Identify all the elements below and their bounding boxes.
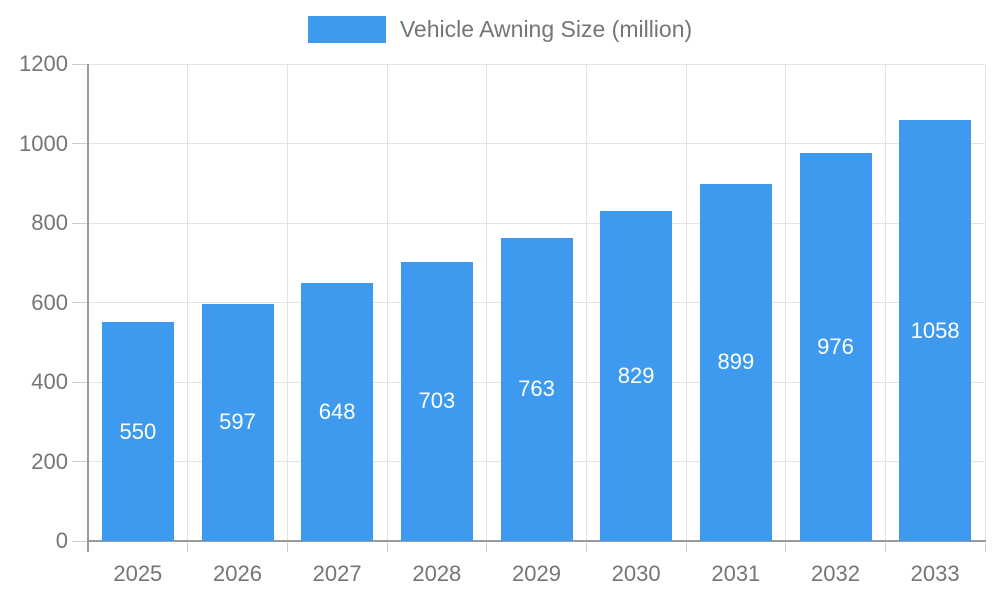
y-tick-label: 800 <box>31 210 68 235</box>
bar-value-label: 648 <box>318 399 356 425</box>
bar-value-label: 550 <box>119 418 157 444</box>
y-tick-mark <box>72 63 88 65</box>
legend-label: Vehicle Awning Size (million) <box>399 16 693 42</box>
bar[interactable] <box>500 237 573 541</box>
y-tick-label: 200 <box>31 448 68 474</box>
y-tick-label: 1000 <box>19 130 68 156</box>
y-tick-mark <box>72 381 88 383</box>
y-axis-line <box>87 64 89 552</box>
x-tick-mark <box>386 543 388 552</box>
x-tick-mark <box>984 543 986 552</box>
bar[interactable] <box>101 322 174 541</box>
bar[interactable] <box>799 153 872 541</box>
v-gridline <box>187 64 189 541</box>
x-tick-label[interactable]: 2031 <box>711 561 761 586</box>
x-tick-mark <box>685 543 687 552</box>
h-gridline <box>80 63 985 65</box>
y-tick-mark <box>72 222 88 224</box>
bar[interactable] <box>600 211 673 541</box>
h-gridline <box>80 222 985 224</box>
v-gridline <box>486 64 488 541</box>
h-gridline <box>80 143 985 144</box>
y-tick-label: 600 <box>31 289 68 315</box>
x-tick-label[interactable]: 2028 <box>412 561 462 586</box>
x-tick-label[interactable]: 2027 <box>312 561 362 586</box>
x-tick-label[interactable]: 2026 <box>213 561 262 586</box>
legend[interactable]: Vehicle Awning Size (million) <box>0 16 1000 43</box>
bar-value-label: 1058 <box>910 317 960 343</box>
x-tick-label[interactable]: 2030 <box>611 561 661 586</box>
bar[interactable] <box>301 283 374 541</box>
y-tick-mark <box>72 302 88 303</box>
x-tick-mark <box>585 543 587 552</box>
bar[interactable] <box>699 183 772 541</box>
x-tick-label[interactable]: 2025 <box>113 561 163 586</box>
y-tick-mark <box>72 540 88 542</box>
y-tick-mark <box>72 461 88 462</box>
bar[interactable] <box>400 261 473 541</box>
bar-value-label: 976 <box>817 334 854 360</box>
y-tick-label: 1200 <box>19 51 68 76</box>
bar-value-label: 597 <box>219 409 256 435</box>
bar[interactable] <box>899 120 972 541</box>
legend-swatch <box>307 16 386 43</box>
v-gridline <box>685 64 687 541</box>
bar-value-label: 763 <box>518 376 555 402</box>
x-tick-label[interactable]: 2033 <box>910 561 960 586</box>
bar[interactable] <box>201 303 274 541</box>
bar-value-label: 703 <box>418 388 456 414</box>
v-gridline <box>286 64 288 541</box>
y-tick-label: 400 <box>31 369 68 394</box>
v-gridline <box>785 64 787 541</box>
x-tick-mark <box>486 543 488 552</box>
x-tick-mark <box>884 543 886 552</box>
bar-value-label: 829 <box>617 363 655 389</box>
bar-value-label: 899 <box>717 349 755 375</box>
x-axis-line <box>87 540 986 542</box>
v-gridline <box>585 64 587 541</box>
v-gridline <box>386 64 388 541</box>
y-tick-mark <box>72 143 88 144</box>
x-tick-mark <box>785 543 787 552</box>
x-tick-mark <box>286 543 288 552</box>
y-tick-label: 0 <box>55 528 68 553</box>
v-gridline <box>984 64 986 541</box>
x-tick-label[interactable]: 2032 <box>811 561 860 586</box>
x-tick-label[interactable]: 2029 <box>512 561 561 586</box>
v-gridline <box>884 64 886 541</box>
x-tick-mark <box>187 543 189 552</box>
